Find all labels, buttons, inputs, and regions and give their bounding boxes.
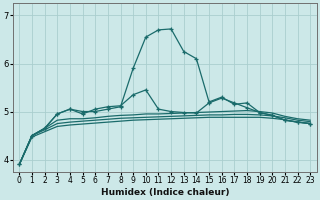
X-axis label: Humidex (Indice chaleur): Humidex (Indice chaleur) [100, 188, 229, 197]
